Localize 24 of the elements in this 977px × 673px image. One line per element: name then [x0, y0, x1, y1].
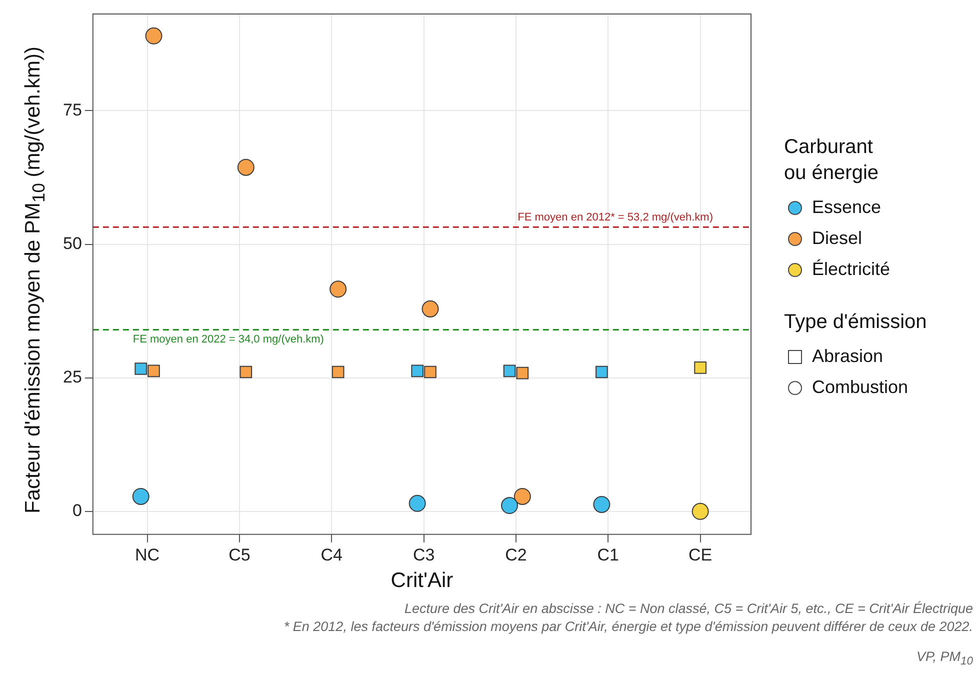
text: * En 2012, les facteurs d'émission moyens par Crit'Air, énergie et type d'émission peuvent différer de ceux de 2022.: [284, 618, 973, 636]
legend-title: Carburant ou énergie: [784, 135, 880, 186]
x-tick-label: CE: [688, 545, 712, 564]
legend-label: Diesel: [811, 227, 864, 250]
x-tick-label: C2: [505, 545, 527, 564]
x-axis-title: Crit'Air: [390, 569, 454, 592]
y-tick-label: 50: [62, 234, 82, 253]
x-tick-label: C5: [228, 545, 250, 564]
text: Lecture des Crit'Air en abscisse : NC = Non classé, C5 = Crit'Air 5, etc., CE = Crit'Air Électrique: [403, 600, 973, 618]
text: Abrasion: [811, 345, 884, 368]
y-tick-label: 0: [72, 501, 82, 520]
x-tick-label: C4: [320, 545, 342, 564]
ref-line-label: FE moyen en 2012* = 53,2 mg/(veh.km): [518, 212, 713, 224]
text: Type d'émission: [784, 310, 928, 335]
text: Combustion: [811, 376, 910, 399]
x-tick-label: NC: [135, 545, 160, 564]
y-tick-label: 75: [62, 100, 82, 120]
x-tick-label: C3: [412, 545, 435, 564]
x-tick-label: C1: [597, 545, 620, 564]
text: VP, PM$_{10}$: [915, 648, 973, 670]
legend-label: Électricité: [811, 258, 892, 281]
legend-label: Essence: [811, 196, 882, 219]
y-tick-label: 25: [62, 368, 82, 387]
ref-line-label: FE moyen en 2022 = 34,0 mg/(veh.km): [132, 333, 324, 346]
